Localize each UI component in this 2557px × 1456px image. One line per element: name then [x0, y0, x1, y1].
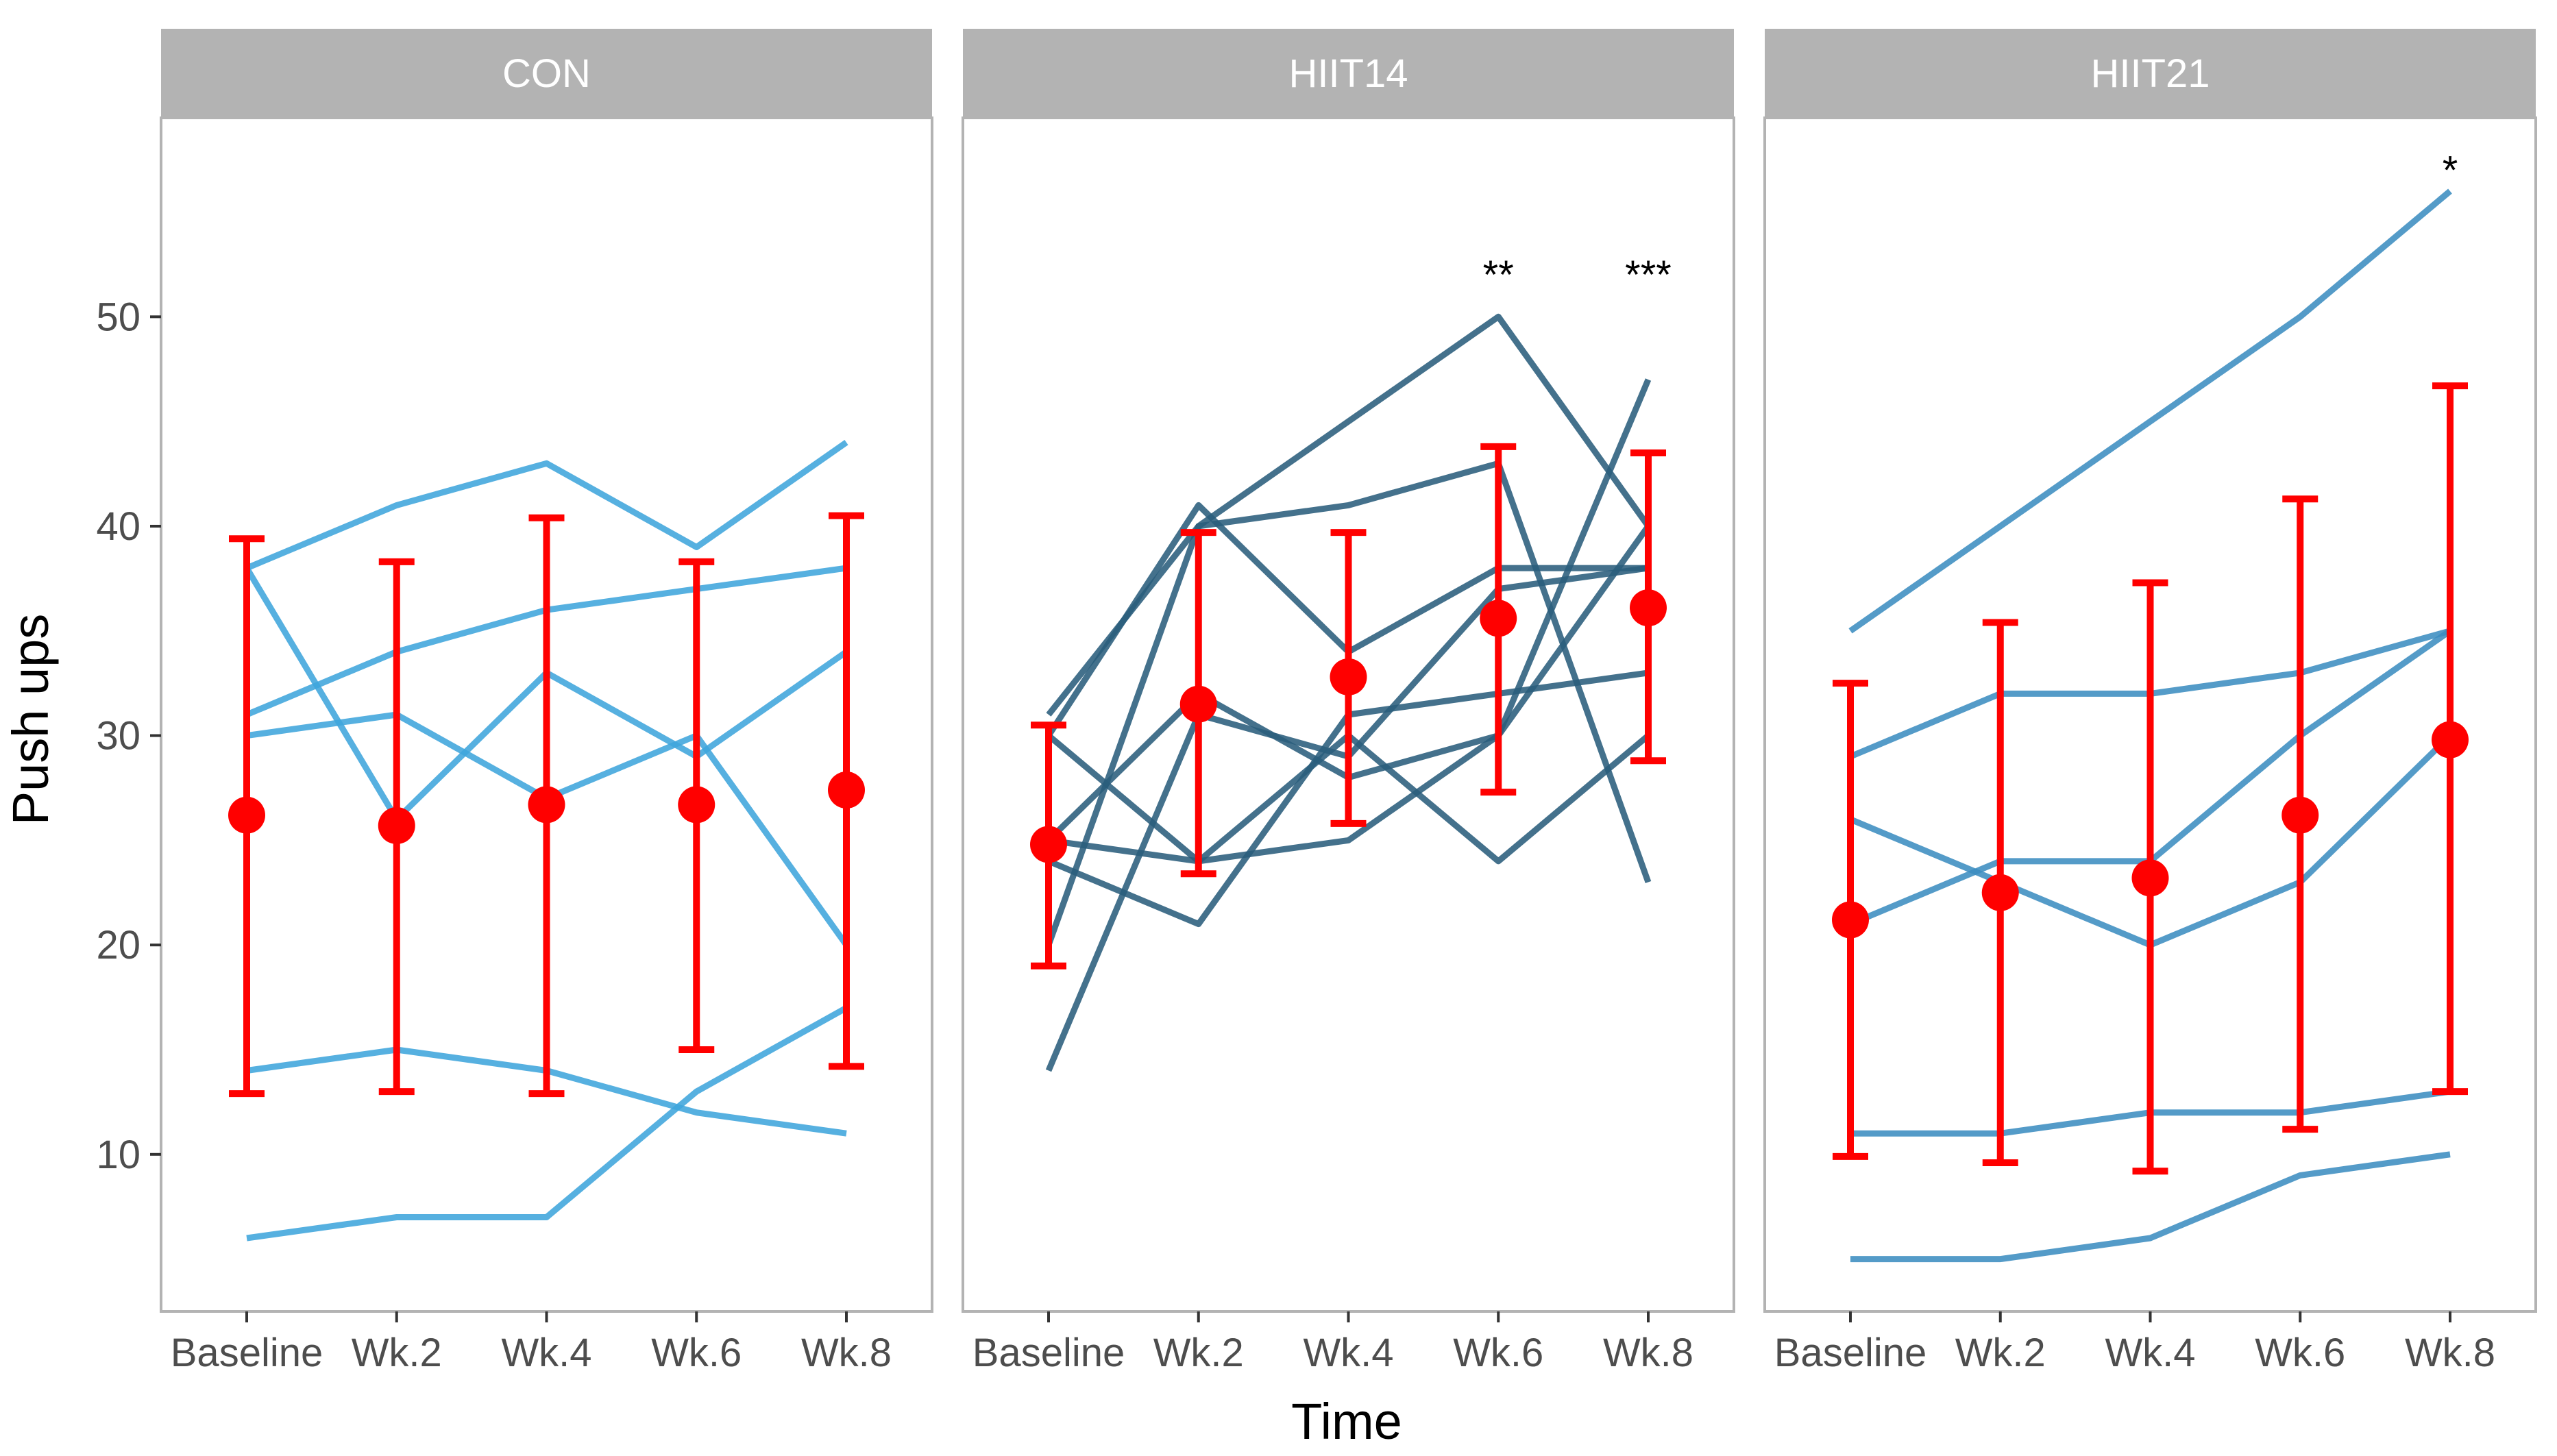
mean-point: [378, 806, 415, 844]
x-tick-label: Wk.6: [651, 1331, 742, 1375]
facet-strip: [1765, 29, 2536, 118]
x-tick-label: Baseline: [1774, 1331, 1926, 1375]
mean-point: [1832, 901, 1869, 939]
y-tick-label: 10: [96, 1133, 140, 1177]
x-tick-label: Wk.4: [2105, 1331, 2195, 1375]
individual-line: [1045, 460, 1652, 946]
x-tick-label: Wk.8: [2405, 1331, 2495, 1375]
x-tick-label: Wk.2: [1955, 1331, 2046, 1375]
facet-strip: [963, 29, 1734, 118]
x-axis-title: Time: [1291, 1393, 1402, 1450]
x-tick-label: Baseline: [171, 1331, 323, 1375]
significance-label: *: [2443, 148, 2458, 193]
mean-point: [678, 786, 715, 824]
x-tick-label: Wk.4: [1303, 1331, 1393, 1375]
facet-strip-label: HIIT21: [2090, 51, 2210, 96]
x-tick-label: Wk.8: [1603, 1331, 1693, 1375]
x-tick-label: Wk.8: [801, 1331, 892, 1375]
x-tick-label: Wk.2: [352, 1331, 442, 1375]
individual-line: [1048, 378, 1652, 865]
facet-strip-label: CON: [502, 51, 591, 96]
individual-line: [245, 440, 848, 571]
mean-point: [2281, 796, 2319, 834]
panel-con: CON Baseline Wk.2 Wk.4 Wk.6 Wk.8 10 20 30 40 50: [96, 29, 933, 1375]
individual-line: [1850, 1151, 2451, 1263]
x-tick-label: Wk.4: [501, 1331, 591, 1375]
x-tick-label: Baseline: [972, 1331, 1125, 1375]
panel-hiit14: HIIT14** ***Baseline Wk.2 Wk.4 Wk.6 Wk.8: [962, 29, 1735, 1375]
mean-point: [828, 772, 865, 809]
mean-point: [1030, 826, 1067, 863]
x-tick-label: Wk.6: [2255, 1331, 2345, 1375]
individual-line: [246, 1004, 848, 1242]
mean-point: [2432, 721, 2469, 758]
individual-line: [1848, 188, 2452, 634]
y-axis-title: Push ups: [2, 614, 59, 826]
mean-point: [528, 786, 565, 824]
mean-point: [1330, 658, 1367, 695]
mean-point: [1480, 600, 1517, 637]
panels-layer: CON Baseline Wk.2 Wk.4 Wk.6 Wk.8 10 20 30 40 50 HII…: [96, 29, 2537, 1375]
mean-point: [1981, 874, 2019, 911]
mean-point: [1179, 685, 1217, 723]
facet-strip: [161, 29, 932, 118]
panel-hiit21: HIIT21 * Baseline Wk.2 Wk.4 Wk.6 Wk.8: [1763, 29, 2537, 1375]
mean-point: [1630, 589, 1667, 627]
x-tick-label: Wk.6: [1453, 1331, 1543, 1375]
x-tick-label: Wk.2: [1153, 1331, 1244, 1375]
significance-label: ***: [1625, 253, 1672, 297]
facet-strip-label: HIIT14: [1288, 51, 1408, 96]
individual-line: [1046, 313, 1651, 717]
y-tick-label: 20: [96, 923, 140, 967]
y-tick-label: 40: [96, 504, 140, 549]
significance-label: **: [1483, 253, 1514, 297]
mean-point: [228, 796, 265, 834]
y-tick-label: 30: [96, 714, 140, 758]
mean-point: [2131, 859, 2169, 897]
y-tick-label: 50: [96, 295, 140, 339]
